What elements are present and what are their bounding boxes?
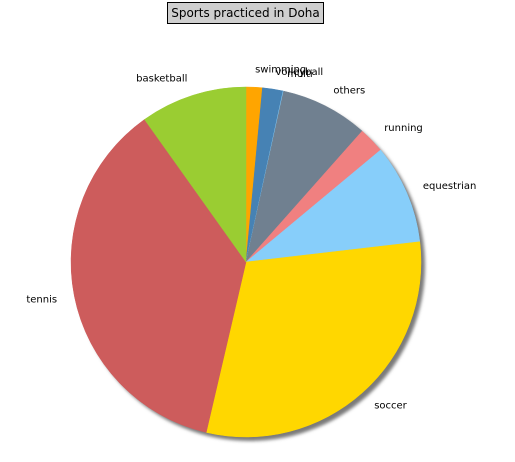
slice-label-equestrian: equestrian xyxy=(423,181,476,192)
pie-slice-basketball xyxy=(144,86,247,263)
slice-label-others: others xyxy=(333,86,365,97)
slice-label-volleyball: volleyball xyxy=(276,67,324,78)
slice-label-tennis: tennis xyxy=(26,294,57,305)
pie-slice-soccer xyxy=(205,241,422,438)
slice-label-basketball: basketball xyxy=(136,74,187,85)
slice-label-soccer: soccer xyxy=(374,401,407,412)
pie-slices xyxy=(70,86,422,438)
pie-slice-tennis xyxy=(70,119,247,433)
pie-slice-equestrian xyxy=(245,149,421,263)
slice-label-swimming: swimming xyxy=(255,65,306,76)
slice-label-multi: multi xyxy=(287,69,313,80)
chart-title: Sports practiced in Doha xyxy=(167,2,324,24)
slice-label-running: running xyxy=(384,123,423,134)
pie-slice-others xyxy=(245,90,363,263)
